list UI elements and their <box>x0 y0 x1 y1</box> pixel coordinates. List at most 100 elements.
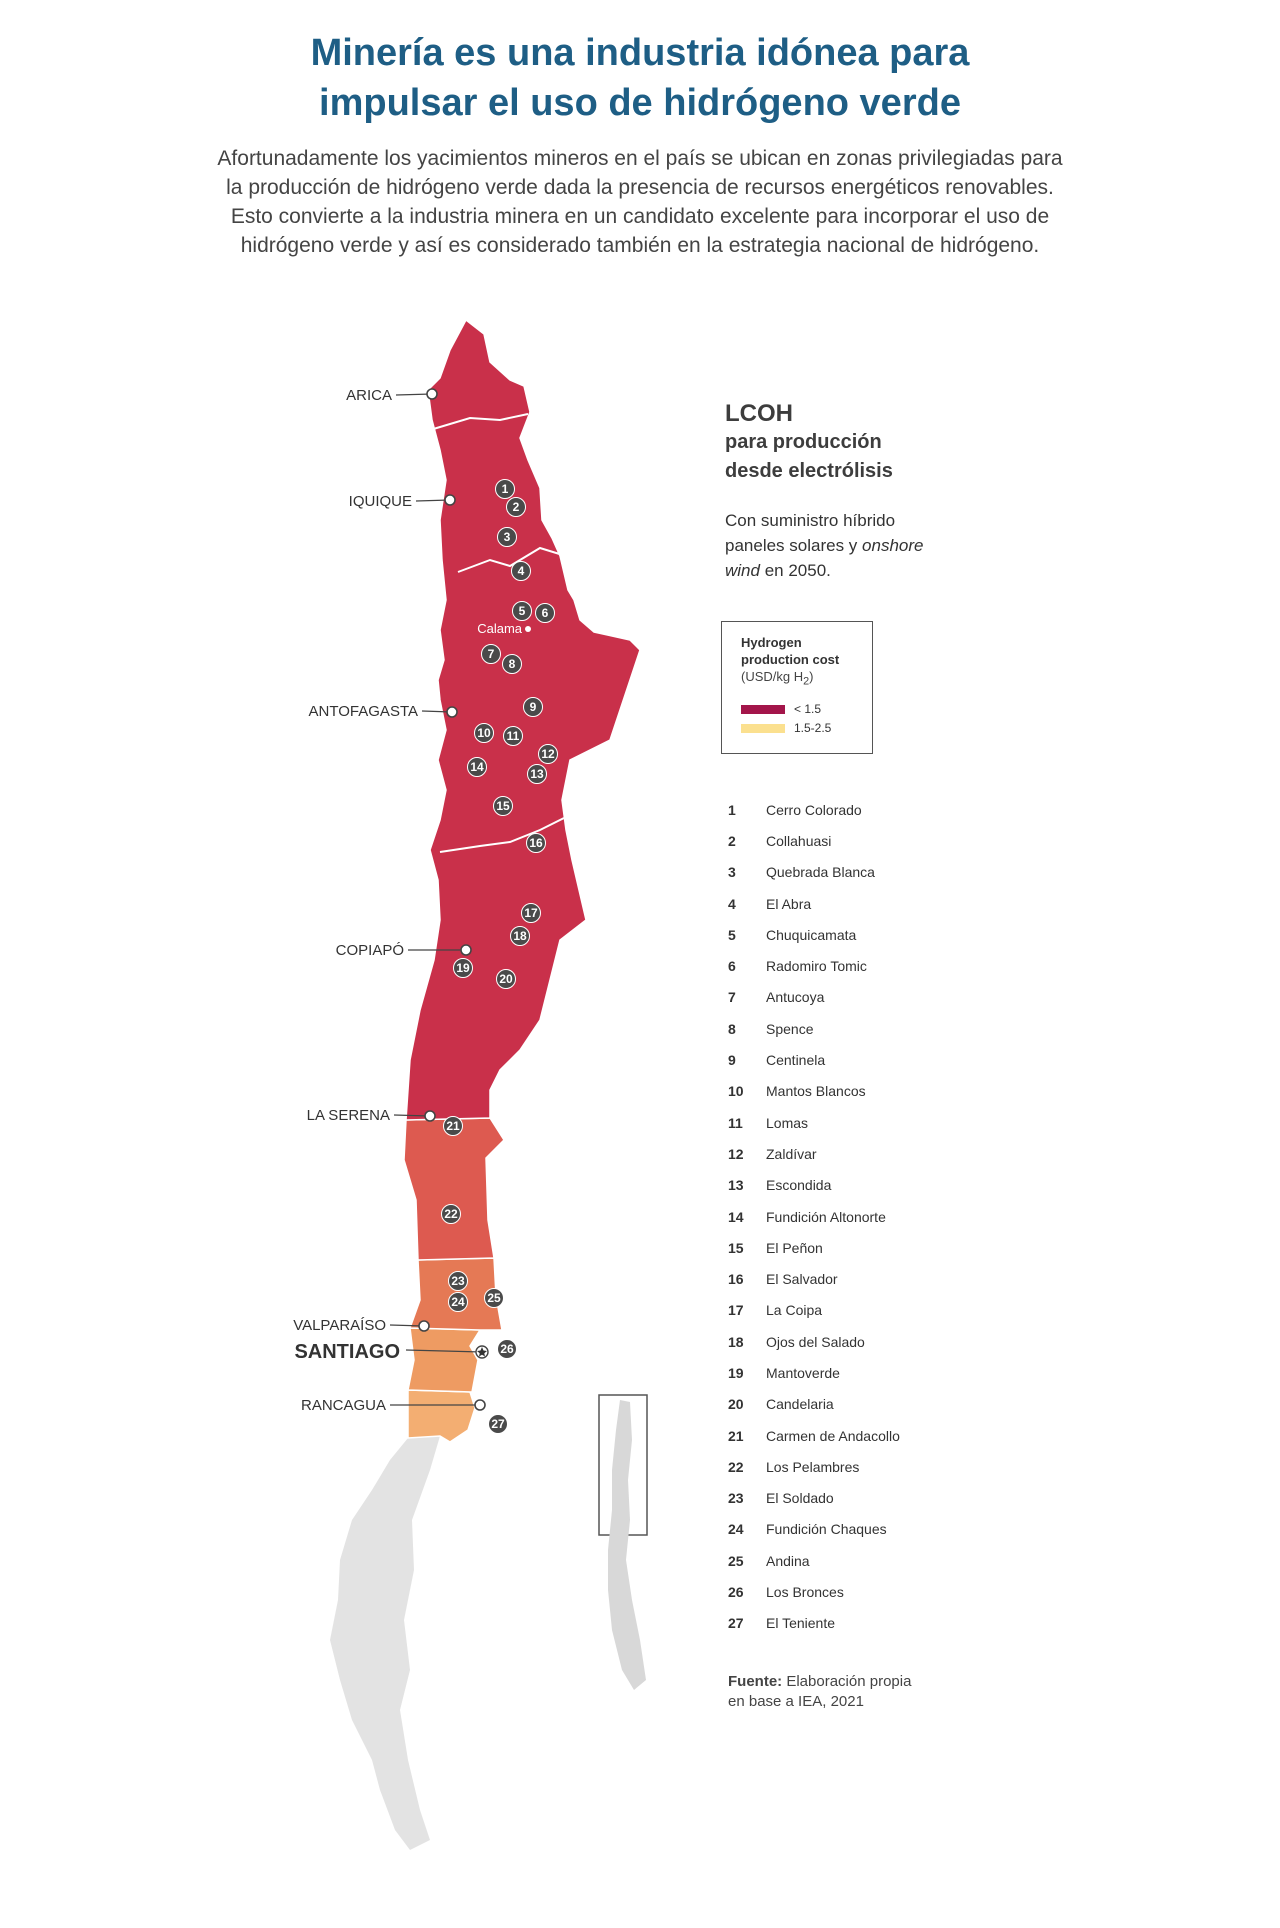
mine-list-item: 26 Los Bronces <box>728 1576 900 1607</box>
intro-paragraph: Afortunadamente los yacimientos mineros … <box>200 144 1080 260</box>
mine-name: Quebrada Blanca <box>766 864 875 881</box>
mine-number: 18 <box>728 1333 744 1350</box>
mine-list-item: 9 Centinela <box>728 1044 900 1075</box>
mine-marker <box>502 654 522 674</box>
mine-number: 15 <box>728 1239 744 1256</box>
mine-marker <box>527 764 547 784</box>
city-dot <box>474 1399 486 1411</box>
mine-marker-number: 5 <box>519 604 526 618</box>
mine-list: 1 Cerro Colorado 2 Collahuasi 3 Quebrada Blan… <box>728 794 900 1639</box>
mine-marker <box>441 1204 461 1224</box>
mine-marker <box>497 527 517 547</box>
city-label: VALPARAÍSO <box>293 1317 386 1334</box>
mine-name: El Soldado <box>766 1490 834 1507</box>
mine-marker-number: 1 <box>502 482 509 496</box>
mine-marker <box>474 723 494 743</box>
legend-title-2: production cost <box>741 652 840 667</box>
mine-list-item: 11 Lomas <box>728 1107 900 1138</box>
supply-text: en 2050. <box>759 561 831 580</box>
mine-marker <box>448 1292 468 1312</box>
mine-number: 13 <box>728 1177 744 1194</box>
supply-line-3: wind en 2050. <box>725 558 923 583</box>
supply-text: paneles solares y <box>725 536 863 555</box>
region-north <box>405 318 641 1121</box>
mine-list-item: 23 El Soldado <box>728 1483 900 1514</box>
source-text: Elaboración propia <box>782 1673 912 1690</box>
mine-name: El Peñon <box>766 1239 823 1256</box>
mine-marker-number: 2 <box>513 500 520 514</box>
mine-name: Zaldívar <box>766 1145 817 1162</box>
lcoh-panel: LCOH para producción desde electrólisis <box>725 400 1025 486</box>
mine-name: Los Pelambres <box>766 1458 860 1475</box>
mine-marker <box>526 833 546 853</box>
mine-name: Mantoverde <box>766 1364 840 1381</box>
mine-number: 3 <box>728 864 736 881</box>
mine-name: Spence <box>766 1020 814 1037</box>
mine-list-item: 25 Andina <box>728 1545 900 1576</box>
city-label: ARICA <box>346 387 392 404</box>
region-boundaries <box>429 413 567 853</box>
mine-list-item: 24 Fundición Chaques <box>728 1514 900 1545</box>
unit-sub: 2 <box>803 675 810 688</box>
mine-name: Collahuasi <box>766 832 832 849</box>
mine-number: 2 <box>728 832 736 849</box>
mine-name: Chuquicamata <box>766 926 857 943</box>
legend: Hydrogen production cost (USD/kg H2) < 1… <box>721 621 873 754</box>
mine-marker <box>512 601 532 621</box>
mine-marker <box>523 697 543 717</box>
city-dot <box>460 944 472 956</box>
legend-swatch <box>741 723 785 733</box>
mine-number: 26 <box>728 1584 744 1601</box>
mine-name: Candelaria <box>766 1396 834 1413</box>
title-line-1: Minería es una industria idónea para <box>310 32 970 74</box>
lcoh-title: LCOH <box>725 400 793 427</box>
mine-name: Andina <box>766 1552 810 1569</box>
capital-leader-line <box>405 1349 483 1353</box>
lcoh-subtitle-2: desde electrólisis <box>725 460 893 482</box>
mine-number: 19 <box>728 1364 744 1381</box>
mine-list-item: 16 El Salvador <box>728 1263 900 1294</box>
mine-marker-number: 24 <box>451 1295 465 1309</box>
mine-marker-number: 12 <box>541 747 555 761</box>
city-leader-line <box>393 1114 431 1117</box>
mine-name: Escondida <box>766 1177 832 1194</box>
mine-marker <box>443 1116 463 1136</box>
mine-marker <box>493 796 513 816</box>
mine-number: 12 <box>728 1145 744 1162</box>
legend-unit: (USD/kg H2) <box>741 668 872 691</box>
mine-name: El Teniente <box>766 1615 836 1632</box>
supply-line-2: paneles solares y onshore <box>725 533 923 558</box>
page-title: Minería es una industria idónea para imp… <box>0 28 1280 128</box>
lcoh-subtitle-1: para producción <box>725 431 882 453</box>
mine-marker-number: 17 <box>524 906 538 920</box>
city-dot <box>444 494 456 506</box>
supply-italic: wind <box>725 561 760 580</box>
mine-marker-number: 13 <box>530 767 544 781</box>
mine-number: 16 <box>728 1271 744 1288</box>
mine-marker-number: 22 <box>444 1207 458 1221</box>
mine-list-item: 17 La Coipa <box>728 1295 900 1326</box>
mine-name: La Coipa <box>766 1302 823 1319</box>
calama-label: Calama <box>477 621 523 636</box>
supply-italic: onshore <box>862 536 924 555</box>
city-label: RANCAGUA <box>301 1397 386 1414</box>
mine-marker-number: 9 <box>530 700 537 714</box>
mine-name: Carmen de Andacollo <box>766 1427 900 1444</box>
mine-marker-number: 14 <box>470 760 484 774</box>
mine-name: Centinela <box>766 1052 826 1069</box>
mine-marker <box>496 969 516 989</box>
mine-marker <box>495 479 515 499</box>
mine-list-item: 19 Mantoverde <box>728 1357 900 1388</box>
mine-number: 9 <box>728 1052 736 1069</box>
mine-list-item: 1 Cerro Colorado <box>728 794 900 825</box>
unit-text: ) <box>809 669 814 684</box>
unit-text: (USD/kg H <box>741 669 804 684</box>
source-note: Fuente: Elaboración propia en base a IEA… <box>728 1672 911 1712</box>
mine-name: El Salvador <box>766 1271 838 1288</box>
legend-label: 1.5-2.5 <box>794 721 832 736</box>
mine-number: 23 <box>728 1490 744 1507</box>
mine-marker-number: 8 <box>509 657 516 671</box>
mine-marker <box>497 1339 517 1359</box>
mine-marker <box>448 1271 468 1291</box>
